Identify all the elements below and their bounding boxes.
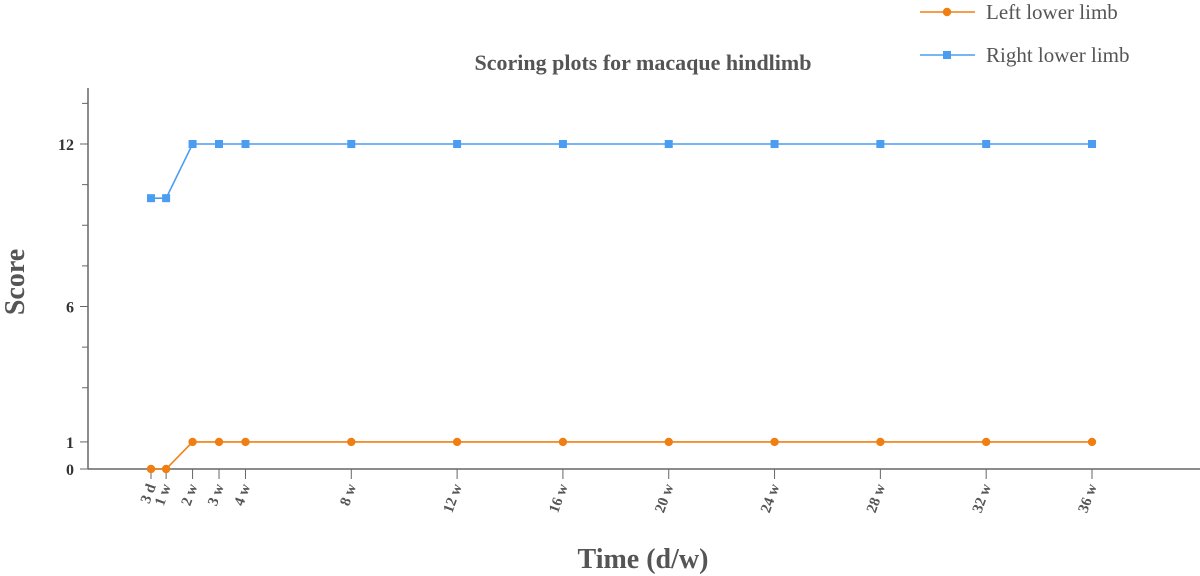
data-point (161, 464, 171, 474)
legend: Left lower limb Right lower limb (920, 0, 1130, 67)
x-tick-label: 16 w (547, 482, 572, 515)
legend-marker (942, 7, 952, 17)
legend-label: Right lower limb (986, 43, 1130, 67)
x-tick-label: 28 w (864, 482, 889, 515)
series-line (151, 143, 1092, 199)
data-point (1087, 437, 1097, 447)
data-point (147, 194, 155, 203)
data-point (664, 140, 673, 149)
axes (87, 88, 1200, 470)
data-point (770, 437, 779, 447)
y-axis-label: Score (0, 249, 31, 315)
series-group (146, 140, 1097, 474)
series-left-lower-limb (146, 437, 1097, 474)
data-point (1088, 140, 1096, 149)
data-point (453, 140, 462, 149)
data-point (241, 437, 250, 447)
series-line (151, 441, 1092, 470)
x-tick-label: 2 w (179, 482, 202, 508)
data-point (876, 437, 885, 447)
y-tick-label: 6 (66, 300, 74, 317)
data-point (981, 437, 991, 447)
legend-item: Left lower limb (920, 0, 1118, 24)
x-tick-label: 12 w (441, 482, 466, 515)
legend-marker (943, 51, 951, 59)
data-point (347, 437, 356, 447)
data-point (214, 437, 224, 447)
x-tick-label: 20 w (652, 482, 677, 515)
x-tick-label: 8 w (337, 482, 360, 508)
data-point (347, 140, 356, 149)
y-tick-label: 1 (66, 435, 74, 452)
data-point (558, 437, 568, 447)
x-tick-label: 32 w (970, 482, 995, 515)
x-tick-label: 3 d (138, 481, 160, 506)
data-point (162, 194, 171, 203)
x-tick-label: 1 w (152, 482, 175, 508)
data-point (188, 140, 197, 149)
data-point (188, 437, 197, 447)
data-point (215, 140, 224, 149)
x-tick-label: 3 w (205, 482, 228, 508)
data-point (982, 140, 991, 149)
x-tick-label: 36 w (1076, 482, 1101, 515)
data-point (452, 437, 462, 447)
x-axis-label: Time (d/w) (578, 544, 709, 575)
series-right-lower-limb (147, 140, 1096, 203)
data-point (770, 140, 779, 149)
y-tick-label: 0 (66, 462, 74, 479)
chart-title: Scoring plots for macaque hindlimb (475, 50, 812, 75)
y-ticks: 0 1 6 12 (58, 102, 88, 479)
data-point (241, 140, 250, 149)
data-point (664, 437, 673, 447)
x-tick-label: 4 w (232, 482, 255, 508)
data-point (146, 464, 156, 474)
legend-label: Left lower limb (986, 0, 1118, 24)
y-tick-label: 12 (58, 137, 74, 154)
data-point (558, 140, 567, 149)
x-tick-label: 24 w (758, 482, 783, 515)
data-point (876, 140, 885, 149)
legend-item: Right lower limb (920, 43, 1130, 67)
